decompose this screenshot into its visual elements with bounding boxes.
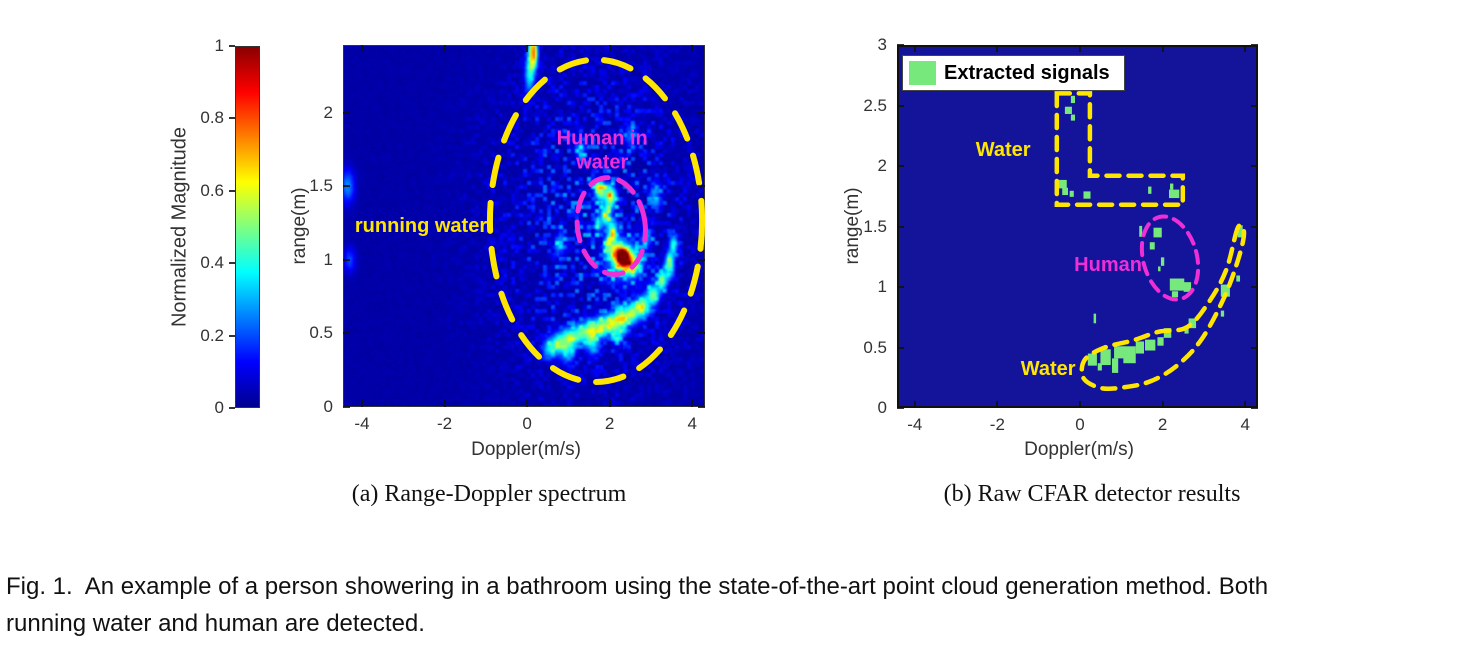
y-tick-mark [897, 225, 904, 228]
x-tick-label: -4 [907, 415, 923, 434]
colorbar-tick-label: 0.8 [200, 108, 224, 128]
y-tick-mark [343, 332, 350, 335]
x-tick-mark [526, 45, 529, 52]
y-tick-mark [1251, 104, 1258, 107]
x-tick-mark [1161, 401, 1164, 408]
plot-annotation: running water [354, 215, 488, 238]
y-tick-mark [1251, 165, 1258, 167]
y-tick-mark [897, 104, 904, 107]
colorbar-tick-mark [229, 407, 235, 409]
y-tick-mark [1251, 407, 1258, 409]
plot-annotation: Water [1020, 358, 1076, 381]
x-tick-mark [443, 45, 446, 52]
x-tick-mark [360, 45, 363, 52]
y-tick-label: 0 [323, 397, 333, 416]
colorbar-label: Normalized Magnitude [168, 126, 191, 328]
x-tick-label: -2 [436, 414, 453, 433]
x-tick-mark [360, 400, 363, 407]
colorbar-tick-label: 1 [214, 36, 224, 55]
x-tick-mark [1161, 45, 1164, 52]
y-tick-mark [698, 332, 705, 335]
y-tick-label: 0.5 [863, 337, 887, 357]
colorbar-tick-label: 0 [214, 398, 224, 417]
x-tick-mark [1244, 401, 1247, 408]
colorbar-tick-mark [229, 334, 235, 337]
y-tick-mark [897, 44, 904, 46]
x-tick-label: 4 [687, 414, 697, 433]
colorbar-tick-mark [229, 45, 235, 47]
y-tick-mark [698, 185, 705, 188]
y-tick-mark [698, 406, 705, 408]
plot-a-xlabel: Doppler(m/s) [471, 439, 581, 460]
x-tick-label: 2 [604, 414, 615, 433]
extracted-signals-swatch [909, 61, 936, 85]
colorbar-tick-label: 0.2 [200, 325, 224, 345]
plot-b-xlabel: Doppler(m/s) [1024, 439, 1134, 460]
x-tick-label: 0 [522, 414, 532, 433]
y-tick-mark [897, 165, 904, 167]
y-tick-label: 2 [877, 156, 887, 175]
x-tick-mark [913, 401, 916, 408]
legend-label: Extracted signals [944, 61, 1110, 84]
y-tick-label: 1 [323, 249, 333, 269]
x-tick-mark [996, 45, 999, 52]
x-tick-mark [443, 400, 446, 407]
colorbar-gradient [235, 46, 260, 408]
x-tick-mark [1078, 45, 1081, 52]
y-tick-mark [1251, 44, 1258, 46]
plot-b-caption: (b) Raw CFAR detector results [943, 481, 1241, 507]
colorbar-tick-mark [229, 189, 235, 192]
x-tick-label: 2 [1157, 415, 1168, 434]
x-tick-mark [608, 400, 611, 407]
y-tick-label: 0 [877, 398, 887, 417]
x-tick-label: -4 [354, 414, 370, 433]
y-tick-label: 1.5 [863, 216, 887, 236]
x-tick-label: -2 [989, 415, 1005, 434]
y-tick-mark [343, 258, 350, 261]
y-tick-mark [343, 406, 350, 408]
y-tick-label: 1 [877, 277, 887, 296]
colorbar-tick-label: 0.6 [200, 180, 224, 200]
plot-annotation: Human [1074, 254, 1142, 277]
x-tick-label: 0 [1075, 415, 1085, 434]
colorbar-tick-mark [229, 262, 235, 265]
colorbar-tick-mark [229, 117, 235, 120]
legend: Extracted signals [902, 55, 1125, 91]
x-tick-mark [526, 400, 529, 407]
x-tick-label: 4 [1240, 415, 1250, 434]
y-tick-label: 0.5 [309, 323, 333, 343]
y-tick-label: 2.5 [863, 95, 887, 115]
y-tick-mark [343, 111, 350, 114]
y-tick-mark [1251, 225, 1258, 228]
y-tick-mark [698, 111, 705, 114]
y-tick-mark [897, 286, 904, 288]
cfar-plot-area [897, 45, 1258, 408]
x-tick-mark [1244, 45, 1247, 52]
y-tick-label: 3 [877, 35, 887, 54]
y-tick-label: 1.5 [309, 176, 333, 196]
colorbar-tick-label: 0.4 [200, 253, 224, 273]
x-tick-mark [608, 45, 611, 52]
y-tick-mark [343, 185, 350, 188]
y-tick-label: 2 [323, 102, 333, 122]
plot-annotation: Water [975, 139, 1031, 162]
y-tick-mark [897, 407, 904, 409]
x-tick-mark [913, 45, 916, 52]
figure-caption: Fig. 1. An example of a person showering… [6, 573, 1269, 638]
plot-a-caption: (a) Range-Doppler spectrum [351, 481, 627, 507]
plot-annotation: Human in water [556, 127, 648, 173]
y-tick-mark [698, 258, 705, 261]
x-tick-mark [1078, 401, 1081, 408]
x-tick-mark [691, 400, 694, 407]
y-tick-mark [1251, 346, 1258, 349]
y-tick-mark [897, 346, 904, 349]
x-tick-mark [691, 45, 694, 52]
y-tick-mark [1251, 286, 1258, 288]
x-tick-mark [996, 401, 999, 408]
